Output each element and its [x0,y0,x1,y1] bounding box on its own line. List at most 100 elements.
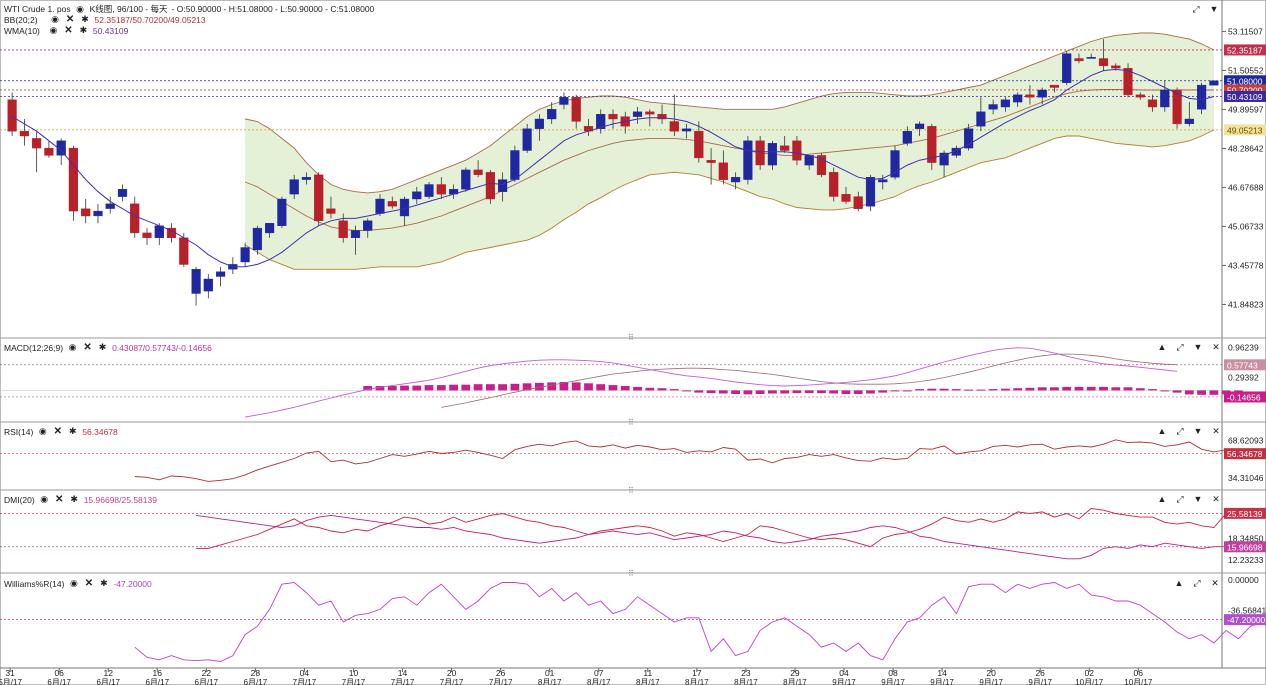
price-tick-label: 41.84823 [1228,299,1264,309]
close-icon[interactable]: ✕ [64,25,73,36]
rsi-tick-label: 68.62093 [1228,435,1264,445]
expand-icon[interactable]: ⤢ [1176,426,1184,436]
candle-body [829,172,839,197]
arrow-up-icon[interactable]: ▲ [1157,342,1167,352]
time-label-month: 6月/17 [195,678,219,685]
gear-icon[interactable]: ✱ [70,494,78,504]
panel-resize-handle[interactable]: ⠿ [628,418,634,427]
macd-tag-bg [1224,359,1266,371]
eye-icon[interactable]: ◉ [38,426,47,436]
gear-icon[interactable]: ✱ [79,25,88,35]
macd-histogram-bar [829,390,839,394]
macd-values: 0.43087/0.57743/-0.14656 [112,342,212,353]
macd-histogram-bar [535,382,544,391]
candle-body [608,113,618,120]
eye-icon[interactable]: ◉ [51,14,59,24]
bollinger-upper-line [245,32,1215,194]
close-icon[interactable]: ✕ [1212,342,1220,352]
candle-body [289,179,299,195]
macd-histogram-bar [473,384,483,391]
candle-body [142,232,152,238]
panel-resize-handle[interactable]: ⠿ [628,486,634,495]
macd-histogram-bar [449,384,458,391]
candle-body [81,208,91,217]
macd-histogram-bar [669,389,679,391]
expand-icon[interactable]: ⤢ [1176,494,1184,504]
price-tag-bg [1224,90,1266,102]
macd-histogram-bar [1001,388,1010,391]
candle-body [841,193,851,202]
restore-icon[interactable]: ⤢ [1192,4,1200,14]
price-tag: 51.08000 [1227,76,1263,86]
candle-body [1000,99,1011,108]
close-icon[interactable]: ✕ [1212,494,1220,504]
eye-icon[interactable]: ◉ [70,578,78,588]
dmi-tag: 25.58139 [1227,509,1263,519]
candle-body [203,278,213,292]
time-label-month: 8月/17 [783,678,807,685]
close-icon[interactable]: ✕ [53,426,62,437]
gear-icon[interactable]: ✱ [69,426,77,436]
time-label-day: 20 [986,668,996,678]
gear-icon[interactable]: ✱ [98,342,107,352]
macd-panel-controls: ▲ ⤢ ▼ ✕ [1156,342,1222,353]
candle-body [498,179,508,192]
macd-tick-label: 0.96239 [1228,343,1259,353]
macd-tag: 0.57743 [1227,360,1258,370]
arrow-up-icon[interactable]: ▲ [1157,426,1167,436]
panel-resize-handle[interactable]: ⠿ [628,569,634,578]
arrow-down-icon[interactable]: ▼ [1193,426,1203,436]
time-label-day: 26 [1035,668,1045,678]
macd-histogram-bar [547,382,557,391]
arrow-down-icon[interactable]: ▼ [1193,342,1203,352]
close-icon[interactable]: ✕ [65,14,75,25]
time-label-month: 9月/17 [1028,678,1052,685]
candle-body [522,128,532,151]
macd-histogram-bar [1209,390,1219,395]
eye-icon[interactable]: ◉ [40,494,49,504]
close-icon[interactable]: ✕ [84,578,94,589]
close-icon[interactable]: ✕ [1212,426,1220,436]
macd-histogram-bar [436,385,446,391]
wr-panel-controls: ▲ ⤢ ✕ [1173,578,1221,589]
eye-icon[interactable]: ◉ [76,3,85,14]
macd-histogram-bar [387,386,397,391]
macd-histogram-bar [927,388,937,391]
expand-icon[interactable]: ⤢ [1193,578,1201,588]
panel-resize-handle[interactable]: ⠿ [628,333,634,342]
candle-body [706,159,716,163]
arrow-up-icon[interactable]: ▲ [1157,494,1167,504]
macd-histogram-bar [694,390,704,393]
close-icon[interactable]: ✕ [83,342,92,353]
candle-body [424,184,434,197]
candle-body [265,222,275,234]
candle-body [1172,89,1182,125]
candle-body [534,118,545,129]
expand-icon[interactable]: ⤢ [1176,342,1184,352]
macd-histogram-bar [1184,390,1194,395]
macd-histogram-bar [412,385,422,391]
close-icon[interactable]: ✕ [1211,578,1219,588]
candle-body [510,150,520,180]
close-icon[interactable]: ✕ [55,494,64,505]
arrow-down-icon[interactable]: ▼ [1193,494,1203,504]
eye-icon[interactable]: ◉ [49,25,58,35]
dmi-tag-bg [1224,507,1266,519]
eye-icon[interactable]: ◉ [68,342,77,352]
time-label-month: 5月/17 [0,678,22,685]
price-tag: 49.05213 [1227,125,1263,135]
macd-histogram-bar [706,390,716,394]
time-label-day: 31 [5,668,15,678]
arrow-down-icon[interactable]: ▼ [1209,4,1219,14]
arrow-up-icon[interactable]: ▲ [1174,578,1184,588]
gear-icon[interactable]: ✱ [81,14,89,24]
candle-body [927,126,937,163]
candle-body [240,247,250,263]
instrument-title: WTI Crude 1. pos [4,4,71,14]
candle-body [314,174,324,222]
macd-line [245,347,1178,418]
candle-body [375,198,385,214]
macd-histogram-bar [853,390,863,394]
time-label-day: 17 [692,668,702,678]
gear-icon[interactable]: ✱ [100,578,108,588]
